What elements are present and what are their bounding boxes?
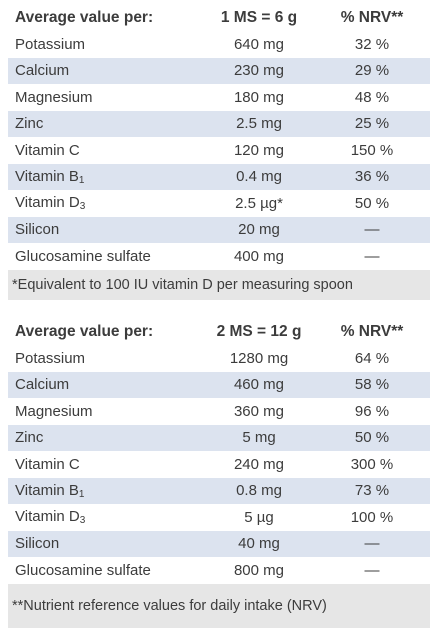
header-label: Average value per:: [15, 8, 154, 26]
table-row: Calcium 460 mg 58 %: [8, 371, 430, 398]
nutrient-amount: 640 mg: [233, 35, 285, 53]
nutrient-amount: 240 mg: [233, 455, 285, 473]
nutrient-nrv: —: [364, 561, 380, 579]
table-row: Vitamin D3 5 µg 100 %: [8, 504, 430, 531]
nutrient-nrv: 29 %: [354, 62, 390, 80]
nutrient-nrv: —: [364, 221, 380, 239]
nutrient-amount: 180 mg: [233, 88, 285, 106]
nutrient-amount: 20 mg: [238, 221, 280, 239]
nutrient-nrv: 58 %: [354, 376, 390, 394]
table-row: Vitamin D3 2.5 µg* 50 %: [8, 190, 430, 217]
nutrient-nrv: 25 %: [354, 115, 390, 133]
subscript: 1: [78, 174, 85, 186]
nutrient-name: Vitamin B1: [15, 481, 85, 500]
subscript: 1: [78, 488, 85, 500]
table-row: Glucosamine sulfate 400 mg —: [8, 243, 430, 270]
table-row: Magnesium 360 mg 96 %: [8, 398, 430, 425]
table-row: Silicon 40 mg —: [8, 530, 430, 557]
subscript: 3: [79, 201, 86, 213]
nutrient-amount: 0.8 mg: [236, 482, 282, 500]
nutrient-name: Calcium: [15, 376, 70, 394]
table-row: Vitamin C 120 mg 150 %: [8, 137, 430, 164]
nutrient-nrv: 64 %: [354, 349, 390, 367]
header-dose: 1 MS = 6 g: [220, 8, 298, 26]
nutrient-nrv: 50 %: [354, 194, 390, 212]
nutrient-amount: 1280 mg: [229, 349, 289, 367]
nutrient-name: Vitamin B1: [15, 167, 85, 186]
nutrient-name: Calcium: [15, 62, 70, 80]
nutrient-amount: 5 mg: [242, 429, 276, 447]
subscript: 3: [79, 515, 86, 527]
nutrient-name: Vitamin D3: [15, 194, 86, 213]
nutrient-name: Potassium: [15, 349, 86, 367]
table-row: Calcium 230 mg 29 %: [8, 57, 430, 84]
nutrient-nrv: 73 %: [354, 482, 390, 500]
nutrient-amount: 2.5 mg: [236, 115, 282, 133]
nutrient-nrv: —: [364, 247, 380, 265]
nutrient-name: Vitamin D3: [15, 508, 86, 527]
nutrient-amount: 360 mg: [233, 402, 285, 420]
table-row: Potassium 1280 mg 64 %: [8, 345, 430, 372]
table-row: Zinc 2.5 mg 25 %: [8, 110, 430, 137]
nutrient-name: Zinc: [15, 429, 44, 447]
nutrient-nrv: 96 %: [354, 402, 390, 420]
table-row: Vitamin B1 0.8 mg 73 %: [8, 477, 430, 504]
header-dose: 2 MS = 12 g: [216, 322, 302, 340]
nutrient-amount: 120 mg: [233, 141, 285, 159]
nutrient-amount: 2.5 µg*: [235, 194, 283, 212]
table-row: Glucosamine sulfate 800 mg —: [8, 557, 430, 584]
nutrient-nrv: 32 %: [354, 35, 390, 53]
nutrient-name: Glucosamine sulfate: [15, 247, 151, 265]
nutrient-name: Zinc: [15, 115, 44, 133]
footnote: *Equivalent to 100 IU vitamin D per meas…: [8, 269, 430, 300]
table-header: Average value per: 1 MS = 6 g % NRV**: [8, 4, 430, 31]
nutrient-name: Vitamin C: [15, 455, 80, 473]
nutrient-nrv: 100 %: [350, 508, 394, 526]
table-row: Magnesium 180 mg 48 %: [8, 84, 430, 111]
nutrient-name: Magnesium: [15, 88, 93, 106]
nutrient-amount: 40 mg: [238, 535, 280, 553]
nutrition-table-double-dose: Average value per: 2 MS = 12 g % NRV** P…: [8, 318, 430, 628]
nutrient-nrv: 300 %: [350, 455, 394, 473]
table-row: Silicon 20 mg —: [8, 216, 430, 243]
table-row: Vitamin C 240 mg 300 %: [8, 451, 430, 478]
nutrition-table-single-dose: Average value per: 1 MS = 6 g % NRV** Po…: [8, 4, 430, 300]
nutrient-name: Potassium: [15, 35, 86, 53]
nutrient-amount: 460 mg: [233, 376, 285, 394]
table-header: Average value per: 2 MS = 12 g % NRV**: [8, 318, 430, 345]
nutrient-name: Vitamin C: [15, 141, 80, 159]
nutrient-name: Silicon: [15, 221, 60, 239]
nutrient-name: Magnesium: [15, 402, 93, 420]
nutrient-nrv: —: [364, 535, 380, 553]
footnote: **Nutrient reference values for daily in…: [8, 583, 430, 628]
header-nrv: % NRV**: [340, 322, 404, 340]
nutrient-nrv: 50 %: [354, 429, 390, 447]
nutrient-amount: 800 mg: [233, 561, 285, 579]
nutrient-amount: 5 µg: [244, 508, 274, 526]
table-row: Vitamin B1 0.4 mg 36 %: [8, 163, 430, 190]
nutrient-name: Silicon: [15, 535, 60, 553]
nutrient-amount: 0.4 mg: [236, 168, 282, 186]
nutrient-nrv: 36 %: [354, 168, 390, 186]
nutrient-amount: 230 mg: [233, 62, 285, 80]
table-row: Zinc 5 mg 50 %: [8, 424, 430, 451]
nutrient-nrv: 48 %: [354, 88, 390, 106]
header-nrv: % NRV**: [340, 8, 404, 26]
table-row: Potassium 640 mg 32 %: [8, 31, 430, 58]
nutrient-name: Glucosamine sulfate: [15, 561, 151, 579]
nutrient-amount: 400 mg: [233, 247, 285, 265]
nutrient-nrv: 150 %: [350, 141, 394, 159]
header-label: Average value per:: [15, 322, 154, 340]
